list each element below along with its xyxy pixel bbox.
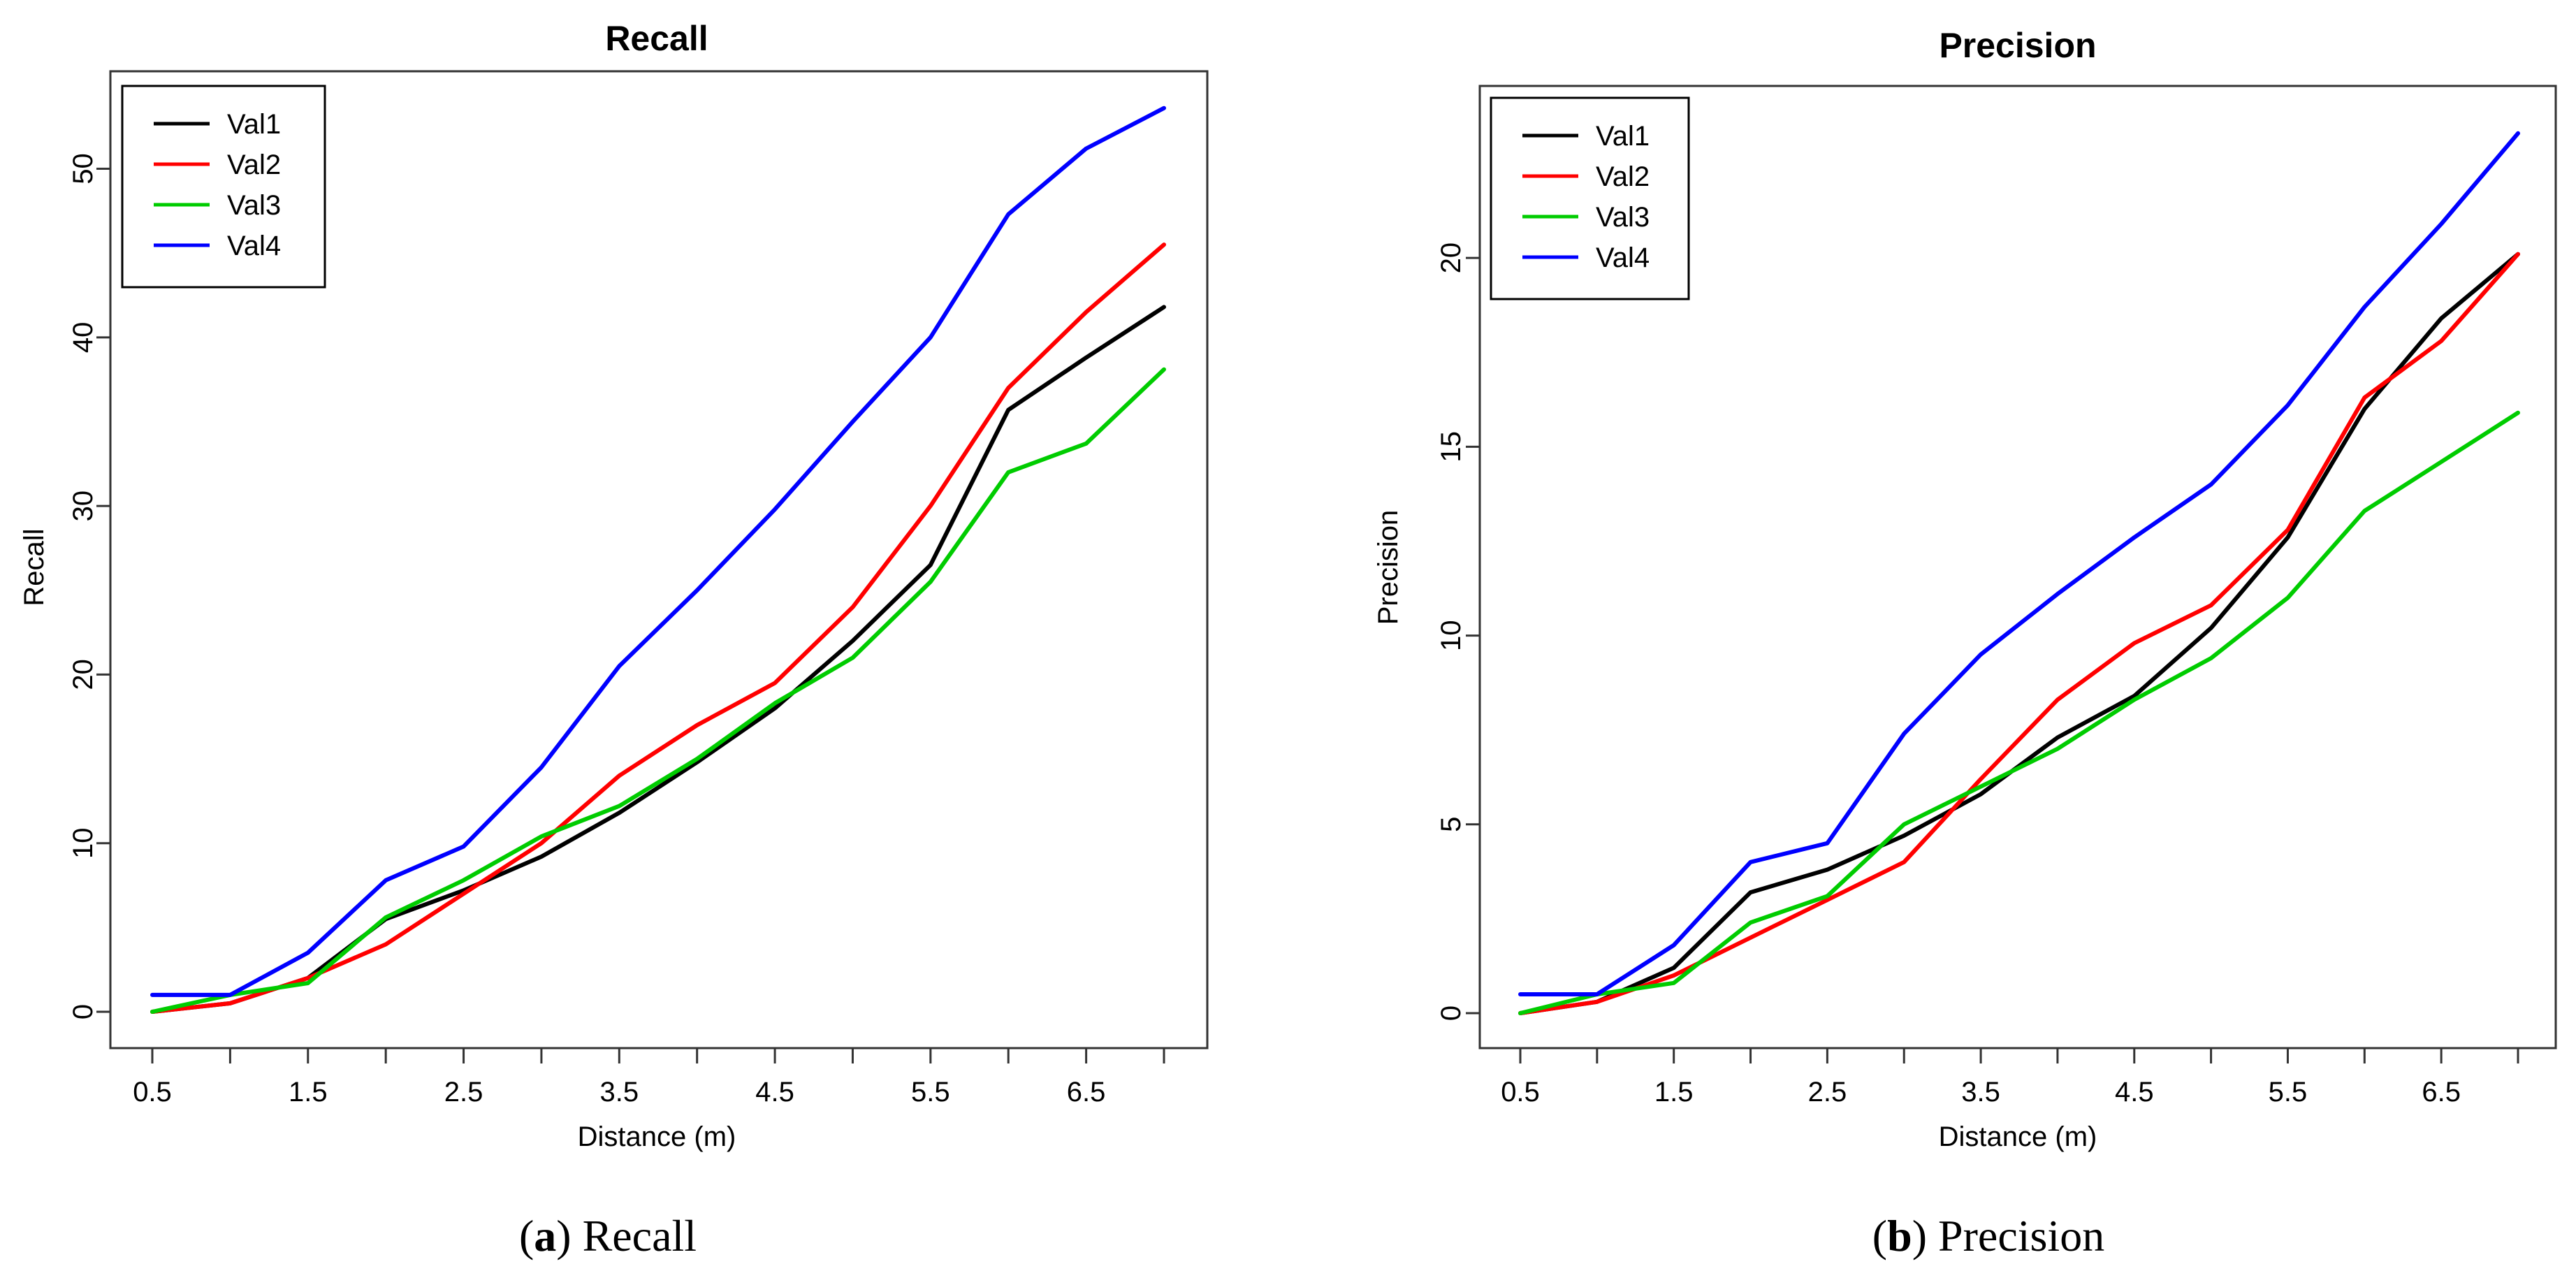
chart-title: Precision <box>1939 26 2096 65</box>
y-tick-label: 30 <box>68 491 99 522</box>
y-tick-label: 20 <box>1436 242 1467 274</box>
caption: (b) Precision <box>1872 1211 2104 1261</box>
x-axis-label: Distance (m) <box>1939 1121 2097 1152</box>
x-tick-label: 0.5 <box>1501 1077 1540 1107</box>
x-tick-label: 4.5 <box>755 1077 794 1107</box>
precision-panel: Precision 0.5 1.5 2.5 3.5 4.5 5.5 6.5 0 5 10 15 20… <box>1373 26 2557 1261</box>
recall-panel: Recall 0.5 1.5 2.5 3.5 4.5 5.5 6.5 0 10 20 30 40 50… <box>19 19 1209 1261</box>
x-axis: 0.5 1.5 2.5 3.5 4.5 5.5 6.5 <box>133 1047 1165 1107</box>
series-line-val1 <box>150 305 1166 1014</box>
y-tick-label: 0 <box>1436 1005 1467 1021</box>
x-tick-label: 5.5 <box>911 1077 950 1107</box>
x-tick-label: 6.5 <box>2422 1077 2461 1107</box>
y-tick-label: 15 <box>1436 431 1467 463</box>
legend: Val1 Val2 Val3 Val4 <box>121 85 326 289</box>
y-axis-label: Precision <box>1373 510 1404 625</box>
caption-letter: a <box>534 1211 556 1261</box>
x-axis-label: Distance (m) <box>578 1121 736 1152</box>
legend-box <box>121 85 326 289</box>
legend-box <box>1490 96 1690 300</box>
series-line-val4 <box>1518 131 2520 996</box>
caption: (a) Recall <box>519 1211 697 1261</box>
chart-title: Recall <box>605 19 708 58</box>
series-line-val3 <box>150 367 1166 1014</box>
series-lines <box>150 106 1166 1014</box>
y-axis: 0 5 10 15 20 <box>1436 242 1481 1021</box>
caption-letter: b <box>1887 1211 1912 1261</box>
x-tick-label: 1.5 <box>1654 1077 1694 1107</box>
x-tick-label: 3.5 <box>1961 1077 2000 1107</box>
x-tick-label: 2.5 <box>1808 1077 1847 1107</box>
x-axis: 0.5 1.5 2.5 3.5 4.5 5.5 6.5 <box>1501 1047 2519 1107</box>
caption-text: Recall <box>583 1211 697 1261</box>
series-line-val3 <box>1518 410 2520 1015</box>
series-line-val2 <box>1518 252 2520 1015</box>
series-line-val4 <box>150 106 1166 997</box>
legend-label: Val3 <box>227 190 281 221</box>
y-axis-label: Recall <box>19 528 50 606</box>
caption-text: Precision <box>1938 1211 2104 1261</box>
series-lines <box>1518 131 2520 1015</box>
legend-label: Val1 <box>227 109 281 140</box>
y-tick-label: 50 <box>68 153 99 184</box>
legend-label: Val4 <box>1596 242 1650 273</box>
x-tick-label: 6.5 <box>1067 1077 1106 1107</box>
legend-label: Val4 <box>227 231 281 261</box>
x-tick-label: 2.5 <box>444 1077 483 1107</box>
y-tick-label: 5 <box>1436 817 1467 832</box>
y-tick-label: 10 <box>1436 620 1467 651</box>
series-line-val1 <box>1518 252 2520 1015</box>
x-tick-label: 5.5 <box>2269 1077 2308 1107</box>
x-tick-label: 1.5 <box>289 1077 328 1107</box>
x-tick-label: 4.5 <box>2115 1077 2154 1107</box>
x-tick-label: 3.5 <box>600 1077 639 1107</box>
y-tick-label: 20 <box>68 659 99 690</box>
legend-label: Val1 <box>1596 121 1650 152</box>
legend-label: Val2 <box>1596 161 1650 192</box>
legend-label: Val3 <box>1596 202 1650 233</box>
y-tick-label: 10 <box>68 827 99 859</box>
x-tick-label: 0.5 <box>133 1077 172 1107</box>
legend-label: Val2 <box>227 150 281 180</box>
y-tick-label: 40 <box>68 322 99 354</box>
legend: Val1 Val2 Val3 Val4 <box>1490 96 1690 300</box>
y-tick-label: 0 <box>68 1004 99 1019</box>
y-axis: 0 10 20 30 40 50 <box>68 153 112 1019</box>
